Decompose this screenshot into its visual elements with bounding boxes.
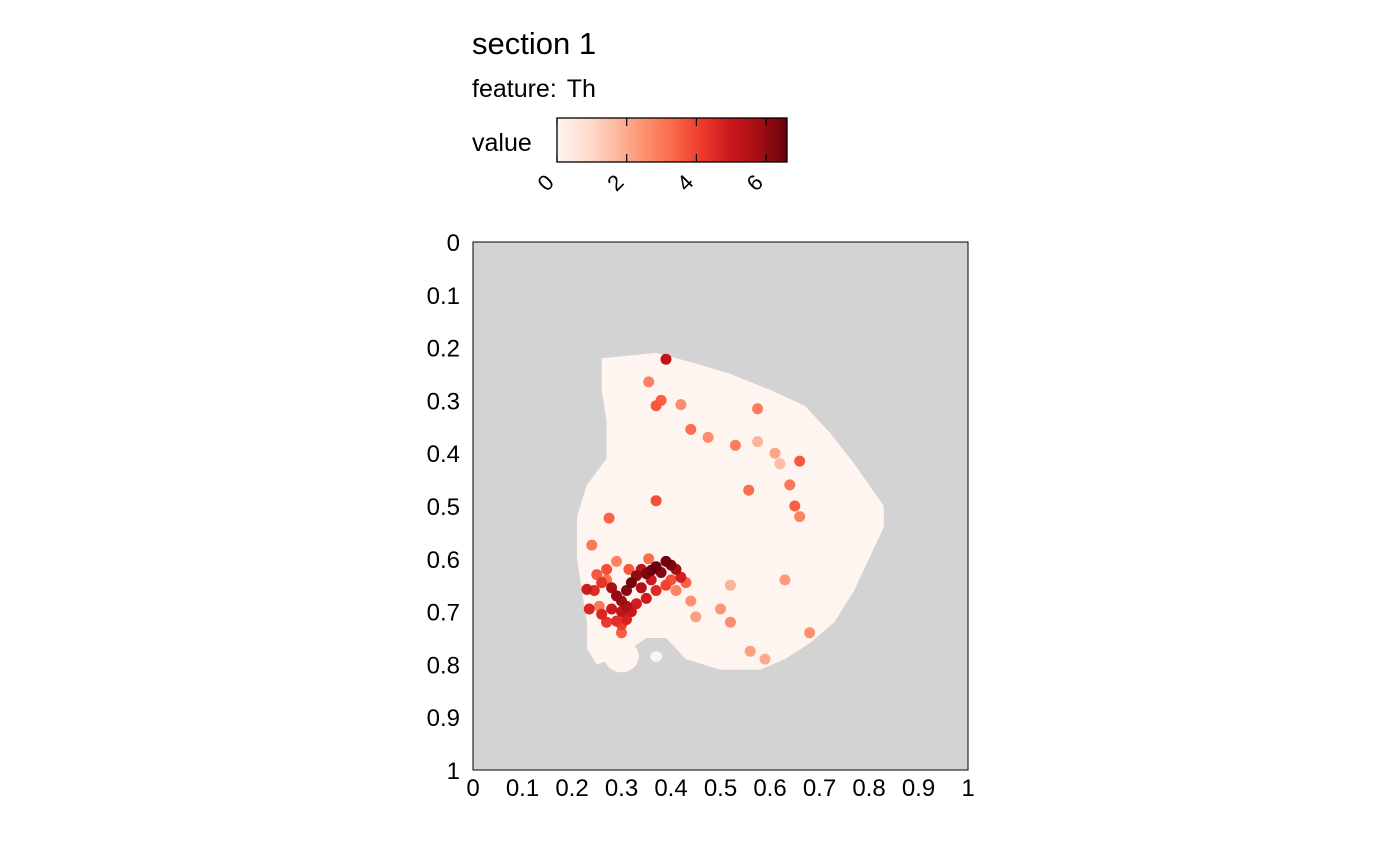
data-point bbox=[591, 569, 603, 581]
data-point bbox=[603, 512, 615, 524]
data-point bbox=[759, 653, 771, 665]
data-point bbox=[784, 479, 796, 491]
data-point bbox=[774, 458, 786, 470]
panel-border bbox=[472, 241, 969, 771]
subtitle-prefix: feature: bbox=[472, 75, 557, 103]
data-point bbox=[621, 585, 632, 596]
y-tick-label: 0.6 bbox=[427, 547, 460, 574]
data-point bbox=[729, 439, 741, 451]
legend: value 0 2 4 6 bbox=[472, 117, 788, 196]
data-point bbox=[625, 577, 637, 589]
data-point bbox=[586, 539, 598, 551]
chart-title: section 1 bbox=[472, 26, 596, 61]
data-point bbox=[794, 511, 806, 523]
legend-tick-label: 6 bbox=[742, 170, 768, 196]
data-point bbox=[611, 555, 622, 567]
data-point bbox=[606, 603, 618, 615]
y-tick-label: 0.2 bbox=[427, 336, 460, 363]
data-point bbox=[601, 616, 613, 628]
x-axis-ticks: 0 0.1 0.2 0.3 0.4 0.5 0.6 0.7 0.8 0.9 1 bbox=[466, 775, 974, 802]
data-point bbox=[596, 577, 608, 589]
x-tick-label: 0.3 bbox=[605, 775, 638, 802]
x-tick-label: 0.2 bbox=[555, 775, 588, 802]
tissue-blobs bbox=[604, 640, 663, 673]
data-point bbox=[621, 614, 632, 625]
data-point bbox=[660, 555, 672, 567]
tissue-blob bbox=[650, 651, 663, 662]
data-point bbox=[581, 583, 593, 595]
y-tick-label: 0.3 bbox=[427, 388, 460, 415]
data-point bbox=[601, 563, 613, 575]
chart-subtitle: feature: Th bbox=[472, 75, 596, 103]
data-point bbox=[675, 399, 687, 411]
data-point bbox=[623, 563, 635, 575]
data-point bbox=[640, 592, 652, 604]
data-point bbox=[583, 603, 595, 615]
data-point bbox=[702, 431, 714, 443]
y-tick-label: 0 bbox=[447, 230, 460, 257]
y-tick-label: 0.9 bbox=[427, 705, 460, 732]
y-tick-label: 0.8 bbox=[427, 652, 460, 679]
subtitle-feature: Th bbox=[567, 75, 596, 103]
legend-tick-label: 2 bbox=[602, 170, 628, 196]
x-tick-label: 0 bbox=[466, 775, 479, 802]
data-point bbox=[690, 611, 702, 623]
tissue-blob bbox=[604, 640, 639, 673]
y-tick-label: 0.4 bbox=[427, 441, 460, 468]
data-point bbox=[611, 615, 622, 627]
data-point bbox=[794, 455, 806, 467]
y-tick-label: 0.7 bbox=[427, 600, 460, 627]
x-tick-label: 0.4 bbox=[654, 775, 687, 802]
data-point bbox=[685, 423, 697, 435]
x-tick-label: 1 bbox=[961, 775, 974, 802]
data-point bbox=[611, 590, 622, 602]
data-point bbox=[616, 627, 627, 639]
data-point bbox=[643, 553, 655, 565]
data-point bbox=[675, 571, 687, 583]
x-tick-label: 0.8 bbox=[852, 775, 885, 802]
data-point bbox=[715, 603, 726, 615]
data-point bbox=[685, 595, 697, 607]
legend-title: value bbox=[472, 129, 532, 157]
x-tick-label: 0.5 bbox=[704, 775, 737, 802]
data-point bbox=[724, 616, 736, 628]
data-point bbox=[752, 403, 764, 415]
data-point bbox=[650, 585, 662, 596]
x-tick-label: 0.9 bbox=[902, 775, 935, 802]
data-point bbox=[643, 376, 655, 388]
y-axis-ticks: 0 0.1 0.2 0.3 0.4 0.5 0.6 0.7 0.8 0.9 1 bbox=[427, 230, 460, 785]
data-point bbox=[804, 627, 816, 639]
x-tick-label: 0.7 bbox=[803, 775, 836, 802]
data-points bbox=[581, 353, 816, 665]
x-tick-label: 0.6 bbox=[753, 775, 786, 802]
data-point bbox=[650, 495, 662, 507]
data-point bbox=[744, 645, 756, 657]
y-tick-label: 0.1 bbox=[427, 283, 460, 310]
data-point bbox=[650, 400, 662, 412]
data-point bbox=[670, 585, 682, 596]
data-point bbox=[752, 436, 764, 448]
data-point bbox=[789, 500, 801, 512]
y-tick-label: 0.5 bbox=[427, 494, 460, 521]
data-point bbox=[630, 598, 642, 610]
legend-tick-label: 0 bbox=[533, 170, 559, 196]
data-point bbox=[779, 574, 791, 586]
data-point bbox=[606, 582, 618, 594]
data-point bbox=[596, 608, 608, 620]
data-point bbox=[650, 561, 662, 573]
data-point bbox=[635, 582, 647, 594]
data-point bbox=[660, 579, 672, 591]
data-point bbox=[660, 353, 672, 365]
data-point bbox=[724, 579, 736, 591]
plot-panel bbox=[472, 241, 969, 771]
legend-colorbar bbox=[556, 117, 788, 163]
y-tick-label: 1 bbox=[447, 758, 460, 785]
data-point bbox=[769, 447, 781, 459]
data-point bbox=[743, 484, 755, 496]
legend-tick-label: 4 bbox=[672, 170, 698, 196]
x-tick-label: 0.1 bbox=[506, 775, 539, 802]
